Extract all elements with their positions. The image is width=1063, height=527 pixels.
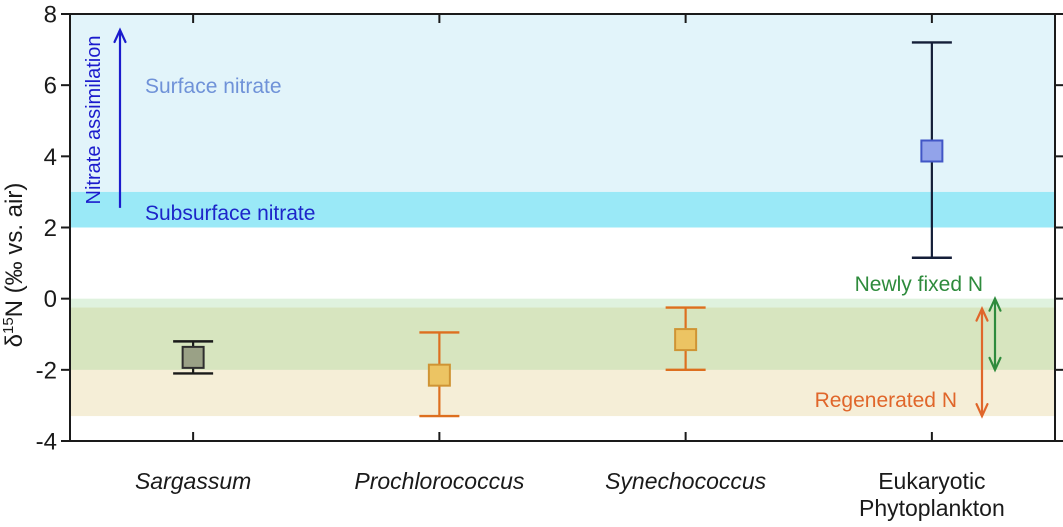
newly-fixed-range-arrowhead bbox=[988, 356, 1002, 373]
band-regenerated-n bbox=[70, 307, 1055, 417]
band-label-surface-nitrate: Surface nitrate bbox=[145, 75, 282, 98]
x-category-label-prochlorococcus: Prochlorococcus bbox=[354, 468, 525, 494]
marker-sargassum bbox=[181, 345, 205, 369]
regenerated-range-arrowhead bbox=[975, 402, 989, 419]
marker-eukaryotic-phytoplankton bbox=[920, 139, 944, 163]
nitrate-assimilation-label: Nitrate assimilation bbox=[83, 36, 105, 205]
band-surface-nitrate bbox=[70, 14, 1055, 192]
x-category-label-eukaryotic-phytoplankton: Phytoplankton bbox=[859, 495, 1005, 521]
y-tick-label: 6 bbox=[44, 73, 57, 100]
marker-synechococcus bbox=[674, 328, 698, 352]
y-tick-label: -4 bbox=[36, 429, 57, 456]
x-category-label-sargassum: Sargassum bbox=[135, 468, 251, 494]
band-subsurface-nitrate bbox=[70, 191, 1055, 228]
x-category-label-eukaryotic-phytoplankton: Eukaryotic bbox=[878, 468, 985, 494]
y-tick-label: 0 bbox=[44, 286, 57, 313]
nitrate-assimilation-arrowhead bbox=[113, 27, 127, 44]
band-label-subsurface-nitrate: Subsurface nitrate bbox=[145, 202, 315, 225]
x-category-label-synechococcus: Synechococcus bbox=[605, 468, 767, 494]
y-tick-label: 8 bbox=[44, 2, 57, 29]
y-tick-label: 2 bbox=[44, 215, 57, 242]
y-tick-label: -2 bbox=[36, 357, 57, 384]
regenerated-range-arrowhead bbox=[975, 305, 989, 322]
y-tick-label: 4 bbox=[44, 144, 57, 171]
marker-prochlorococcus bbox=[427, 363, 451, 387]
y-axis-label: δ15N (‰ vs. air) bbox=[0, 183, 28, 348]
band-newly-fixed-n bbox=[70, 298, 1055, 370]
newly-fixed-range-arrowhead bbox=[988, 296, 1002, 312]
band-label-regenerated-n: Regenerated N bbox=[815, 389, 957, 412]
band-label-newly-fixed-n: Newly fixed N bbox=[855, 273, 983, 296]
